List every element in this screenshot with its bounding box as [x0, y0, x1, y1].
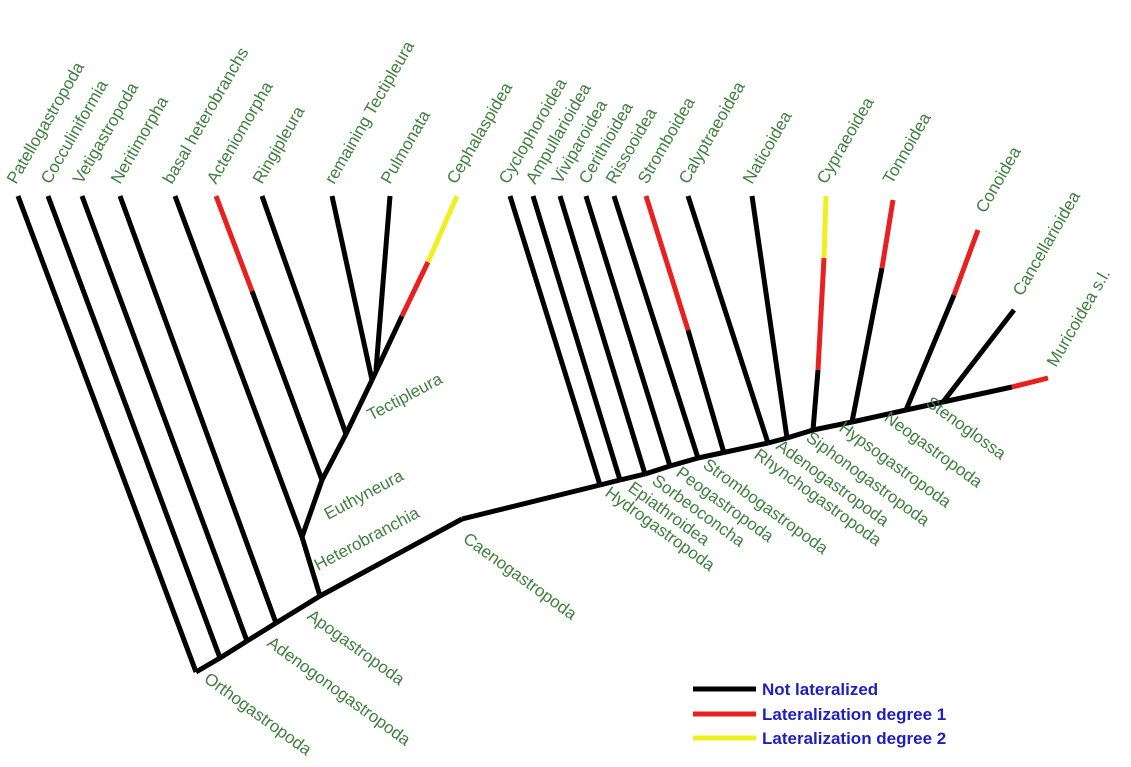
taxon-label-cypraeoidea: Cypraeoidea: [813, 94, 878, 187]
branch-remaining-tectipleura: [329, 195, 375, 381]
branch-neritimorpha: [117, 195, 279, 624]
internal-rhynchogastropoda: [767, 435, 788, 446]
branch-vetigastropoda: [79, 195, 250, 642]
branch-muricoidea-tip: [1011, 375, 1049, 390]
taxon-label-muricoidea-sl: Muricoidea s.l.: [1043, 266, 1114, 370]
internal-epiathroidea: [619, 471, 646, 483]
internal-to-caenogastropoda: [318, 516, 464, 599]
branch-calyptraeoidea: [685, 195, 771, 444]
internal-siphonogastropoda: [812, 419, 853, 433]
legend-label-lateralization-degree-1: Lateralization degree 1: [762, 705, 946, 724]
legend: Not lateralized Lateralization degree 1 …: [693, 680, 946, 748]
internal-adenogastropoda: [786, 427, 814, 441]
legend-label-lateralization-degree-2: Lateralization degree 2: [762, 729, 946, 748]
branch-stromboidea-tip: [643, 195, 691, 331]
branch-cocculiniformia: [45, 195, 223, 659]
taxon-label-pulmonata: Pulmonata: [377, 107, 434, 187]
branch-ringipleura: [259, 195, 349, 435]
legend-label-not-lateralized: Not lateralized: [762, 680, 878, 699]
taxon-label-conoidea: Conoidea: [972, 143, 1025, 216]
internal-apogastropoda: [245, 620, 278, 644]
internal-strombogastropoda: [697, 440, 769, 461]
internal-euthyneura-2: [319, 432, 349, 482]
internal-neogastropoda: [905, 399, 944, 413]
internal-hypsogastropoda: [851, 407, 907, 425]
branch-cyclophoroidea: [507, 195, 603, 486]
branch-conoidea-tip: [951, 229, 981, 296]
clade-label-caenogastropoda: Caenogastropoda: [460, 529, 581, 624]
branch-cypraeoidea-base: [810, 369, 821, 431]
internal-tectipleura: [343, 378, 375, 436]
internal-caenogastropoda: [461, 482, 601, 522]
internal-heterobranchia: [299, 536, 323, 597]
internal-apogastropoda-2: [274, 593, 322, 626]
internal-orthogastropoda: [194, 655, 222, 675]
branch-cypraeoidea-tip: [821, 195, 829, 259]
taxon-label-calyptraeoidea: Calyptraeoidea: [675, 78, 749, 187]
branch-pulmonata: [373, 195, 393, 371]
branch-tonnoidea-base: [849, 267, 885, 423]
taxon-label-naticoidea: Naticoidea: [739, 107, 796, 187]
clade-label-orthogastropoda: Orthogastropoda: [201, 669, 316, 760]
branch-acteniomorpha-base: [249, 290, 325, 481]
branch-acteniomorpha-tip: [213, 195, 255, 292]
branch-rissooidea: [611, 195, 701, 459]
taxon-label-cancellarioidea: Cancellarioidea: [1009, 188, 1084, 299]
branch-conoidea-base: [903, 294, 957, 411]
branch-tonnoidea-tip: [879, 199, 896, 269]
internal-sorbeoconcha: [644, 463, 671, 477]
branch-cancellarioidea: [941, 308, 1016, 404]
branch-cypraeoidea-mid: [815, 257, 827, 371]
internal-hydrogastropoda: [599, 477, 621, 488]
taxon-label-tonnoidea: Tonnoidea: [879, 109, 935, 187]
branch-basal-heterobranchs: [172, 195, 305, 538]
branch-cephalaspidea-mid: [399, 260, 431, 318]
internal-adenogonogastropoda: [218, 638, 249, 661]
branch-viviparoidea: [557, 195, 648, 475]
branch-patellogastropoda: [15, 195, 199, 673]
branch-cephalaspidea-tip: [425, 194, 460, 264]
branch-naticoidea: [749, 195, 790, 439]
internal-euthyneura: [299, 479, 325, 538]
branch-stromboidea-base: [685, 329, 727, 454]
branch-cerithioidea: [583, 195, 673, 467]
clade-label-tectipleura: Tectipleura: [364, 369, 446, 425]
tree-branches: [15, 194, 1049, 675]
taxon-labels: Patellogastropoda Cocculiniformia Vetiga…: [3, 37, 1114, 370]
branch-ampullarioidea: [530, 195, 623, 481]
internal-peogastropoda: [669, 455, 699, 469]
internal-stenoglossa: [942, 384, 1013, 405]
